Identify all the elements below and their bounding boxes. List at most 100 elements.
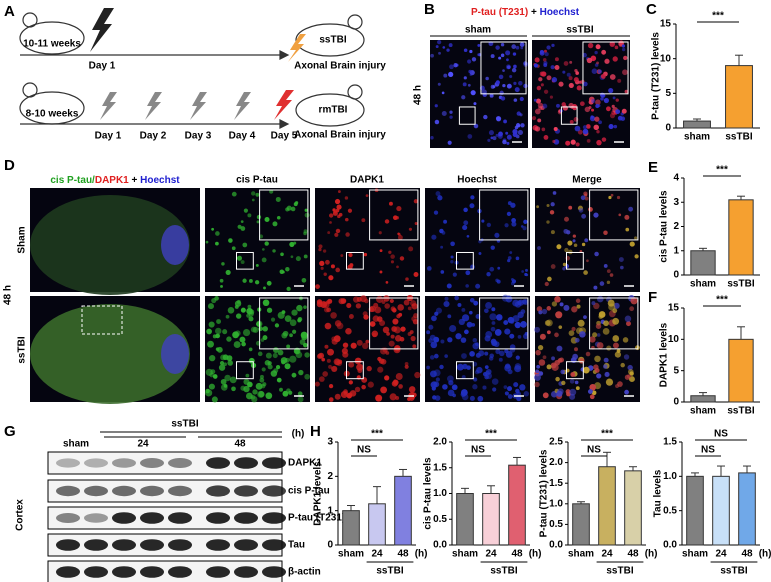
- cell: [487, 138, 491, 142]
- impact-bolt: [145, 92, 162, 120]
- cell: [433, 381, 440, 388]
- cell: [536, 85, 542, 91]
- cell: [481, 219, 485, 223]
- cell: [426, 365, 430, 370]
- cell: [269, 189, 274, 194]
- cell: [450, 255, 454, 259]
- impact-bolt: [274, 90, 294, 120]
- x-tick-label: 48: [397, 549, 409, 560]
- cell: [216, 319, 222, 324]
- cell: [243, 208, 248, 213]
- cell: [608, 124, 614, 130]
- cell: [560, 369, 566, 375]
- cell: [518, 81, 523, 86]
- cell: [634, 254, 639, 259]
- cell: [437, 195, 443, 201]
- cell: [389, 393, 397, 401]
- cell: [324, 344, 329, 349]
- y-tick-label: 15: [660, 19, 672, 30]
- cell: [517, 335, 522, 339]
- cell: [507, 386, 513, 392]
- cell: [505, 64, 511, 70]
- cell: [590, 115, 594, 119]
- cell: [259, 377, 265, 383]
- column-label: sham: [465, 25, 491, 36]
- cell: [262, 326, 268, 332]
- cell: [543, 63, 548, 68]
- cell: [550, 264, 556, 269]
- cell: [390, 334, 395, 339]
- cell: [492, 136, 497, 141]
- cell: [608, 87, 614, 94]
- cell: [262, 248, 265, 251]
- bar: [728, 338, 754, 403]
- y-tick-label: 0.0: [663, 540, 677, 551]
- cell: [580, 195, 586, 201]
- cell: [624, 214, 630, 220]
- cell: [495, 133, 499, 137]
- y-tick-label: 0.0: [549, 540, 563, 551]
- cell: [562, 267, 566, 271]
- cell: [292, 329, 297, 334]
- cell: [328, 213, 334, 218]
- band: [262, 457, 286, 469]
- cell: [209, 354, 216, 362]
- y-tick-label: 4: [673, 173, 679, 184]
- cell: [460, 337, 467, 343]
- cell: [437, 40, 442, 45]
- y-tick-label: 0.5: [433, 514, 447, 525]
- cell: [235, 313, 242, 319]
- cell: [490, 338, 497, 345]
- cell: [585, 124, 591, 129]
- cell: [584, 196, 589, 201]
- cell: [551, 301, 558, 307]
- cell: [407, 306, 412, 311]
- roi: [236, 251, 254, 270]
- y-axis-label: P-tau (T231) levels: [651, 32, 662, 120]
- cell: [443, 300, 450, 308]
- cell: [556, 103, 560, 108]
- cell: [629, 241, 635, 247]
- cell: [599, 281, 605, 286]
- x-tick-label: ssTBI: [727, 406, 754, 417]
- cell: [399, 336, 405, 342]
- cell: [602, 364, 608, 369]
- cell: [490, 84, 495, 89]
- cell: [506, 83, 512, 89]
- band: [234, 485, 258, 497]
- cell: [447, 389, 455, 397]
- cell: [447, 140, 452, 145]
- column-label: Merge: [572, 175, 602, 186]
- cell: [535, 98, 542, 104]
- cell: [289, 333, 293, 338]
- cell: [589, 383, 597, 391]
- cell: [354, 386, 361, 393]
- cell: [390, 306, 396, 312]
- cell: [519, 96, 524, 102]
- cell: [589, 336, 596, 343]
- cell: [331, 365, 338, 372]
- cell: [591, 390, 597, 396]
- cell: [266, 307, 273, 313]
- sig-label: NS: [714, 429, 728, 440]
- cell: [469, 351, 475, 357]
- cell: [563, 304, 570, 311]
- cell: [597, 69, 602, 74]
- cell: [555, 376, 560, 382]
- cell: [252, 389, 258, 395]
- cell: [410, 335, 416, 342]
- cell: [250, 326, 257, 333]
- inset: [480, 41, 527, 95]
- cell: [630, 297, 638, 305]
- cell: [404, 364, 409, 369]
- cell: [514, 365, 522, 373]
- cell: [289, 319, 297, 327]
- inset: [369, 297, 419, 350]
- cell: [327, 298, 333, 304]
- cell: [468, 69, 472, 74]
- cell: [295, 256, 301, 262]
- cell: [395, 372, 403, 380]
- cell: [428, 338, 433, 343]
- cell: [486, 272, 491, 277]
- cell: [323, 307, 330, 313]
